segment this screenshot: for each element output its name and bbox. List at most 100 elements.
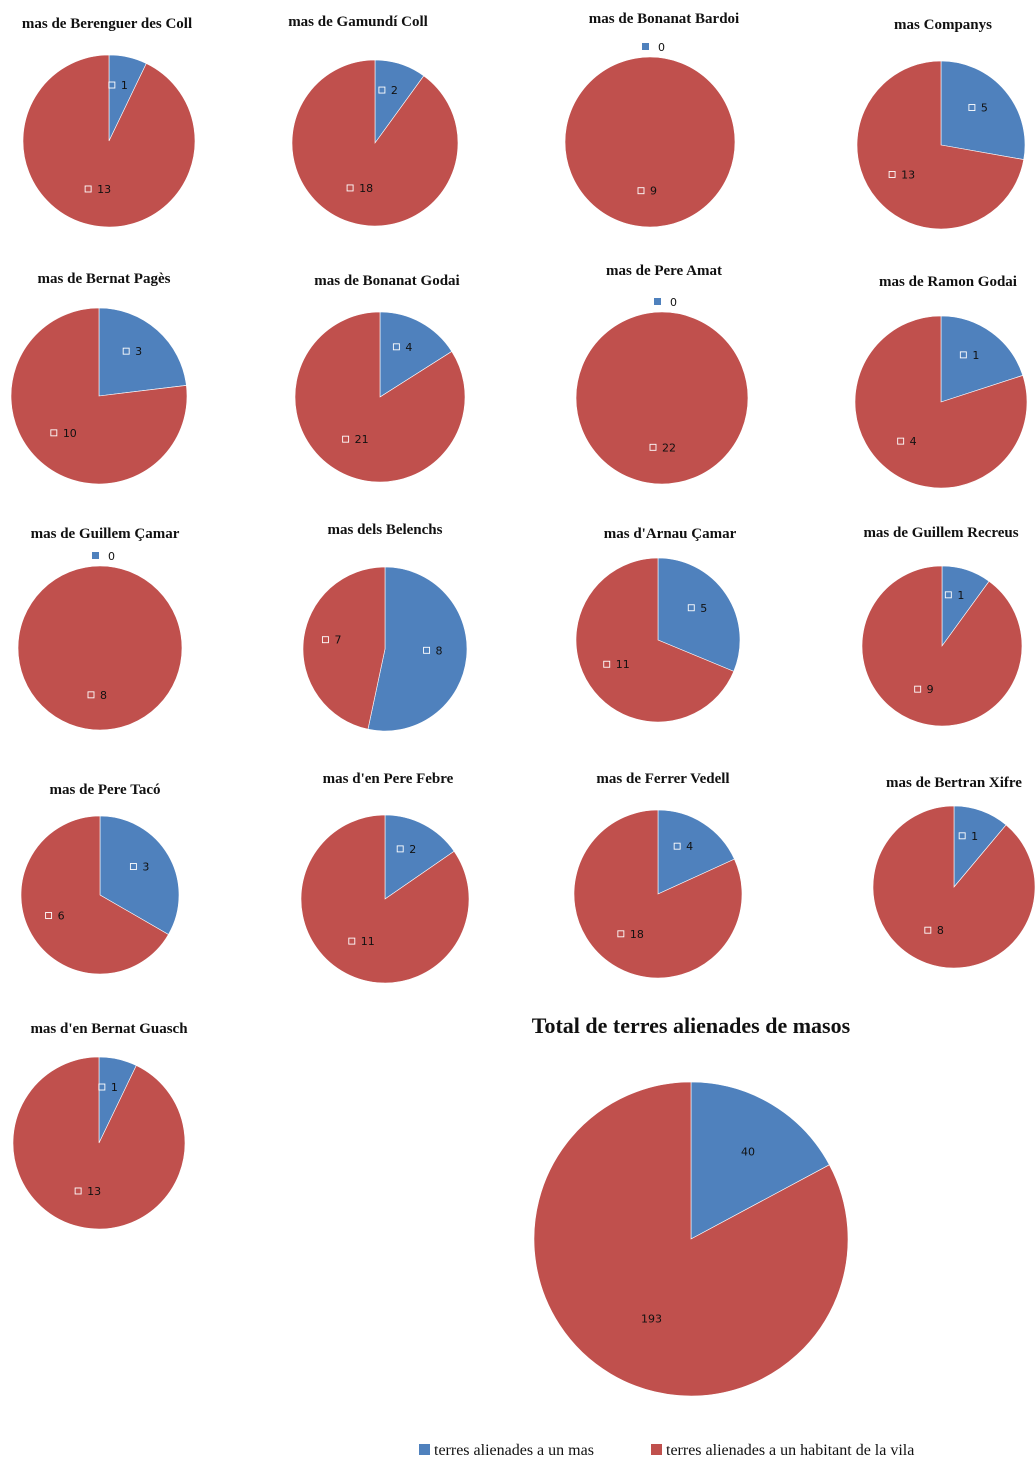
slice-vila (22, 54, 196, 228)
data-label-value: 5 (981, 102, 988, 115)
pie-chart-mas-companys: mas Companys 5 13 (856, 17, 1026, 230)
slice-vila (861, 565, 1023, 727)
label-marker (968, 104, 976, 111)
slice-mas (940, 60, 1026, 160)
slice-mas (657, 557, 741, 672)
data-label-mas: 4 (392, 341, 412, 354)
data-label-mas: 1 (958, 830, 978, 843)
data-label-vila: 8 (924, 924, 944, 937)
slice-mas (99, 815, 180, 935)
data-label-vila: 13 (888, 168, 915, 181)
data-label-value: 8 (436, 644, 443, 657)
pie-title: mas de Gamundí Coll (288, 14, 428, 30)
pie-chart-mas-d-arnau-camar: mas d'Arnau Çamar 5 11 (575, 526, 741, 723)
legend-label: terres alienades a un habitant de la vil… (666, 1442, 914, 1459)
label-marker (687, 604, 695, 612)
data-label-mas: 0 (654, 296, 677, 309)
label-marker (129, 863, 137, 870)
slice-vila (856, 60, 1025, 230)
pie-title: mas Companys (894, 17, 992, 33)
label-marker (914, 685, 922, 693)
label-marker (348, 937, 356, 945)
data-label-value: 9 (650, 185, 657, 198)
label-marker (98, 1083, 106, 1091)
slice-vila (533, 1081, 849, 1397)
label-marker (342, 435, 350, 443)
slice-vila (300, 814, 470, 984)
data-label-mas: 1 (944, 589, 964, 602)
pie-chart-mas-de-bertran-xifre: mas de Bertran Xifre 1 8 (872, 775, 1035, 969)
label-marker (958, 832, 966, 840)
pie-chart-mas-de-pere-amat: mas de Pere Amat 0 22 (575, 263, 749, 485)
label-marker (321, 636, 329, 644)
slice-vila (575, 311, 749, 485)
pie-title: mas de Ramon Godai (879, 274, 1017, 290)
data-label-value: 0 (658, 41, 665, 54)
slice-vila (10, 307, 188, 485)
data-label-vila: 22 (649, 441, 676, 454)
data-label-value: 7 (334, 634, 341, 647)
data-label-value: 1 (972, 349, 979, 362)
pie-title: mas de Bertran Xifre (886, 775, 1022, 791)
data-label-vila: 9 (914, 683, 934, 696)
slice-mas (367, 566, 468, 732)
data-label-vila: 10 (50, 427, 77, 440)
label-marker (92, 552, 99, 559)
data-label-value: 18 (630, 928, 644, 941)
data-label-mas: 2 (378, 84, 398, 97)
pie-chart-mas-de-bonanat-bardoi: mas de Bonanat Bardoi 0 9 (564, 11, 739, 228)
label-marker (924, 926, 932, 934)
label-marker (396, 845, 404, 853)
data-label-vila: 18 (617, 928, 644, 941)
pie-title: mas de Guillem Çamar (31, 526, 180, 542)
label-marker (392, 343, 400, 351)
data-label-vila: 21 (342, 433, 369, 446)
data-label-value: 1 (111, 1081, 118, 1094)
pie-chart-mas-de-ramon-godai: mas de Ramon Godai 1 4 (854, 274, 1028, 489)
label-marker (84, 185, 92, 193)
data-label-vila: 9 (637, 185, 657, 198)
legend-label: terres alienades a un mas (434, 1442, 594, 1459)
slice-mas (384, 814, 455, 900)
data-label-vila: 7 (321, 634, 341, 647)
legend-swatch (419, 1444, 430, 1455)
pie-title: mas de Pere Tacó (50, 782, 161, 798)
label-marker (649, 443, 657, 451)
legend-item-vila: terres alienades a un habitant de la vil… (651, 1442, 914, 1459)
data-label-value: 2 (409, 843, 416, 856)
label-marker (346, 184, 354, 192)
data-label-mas: 3 (122, 345, 142, 358)
pie-title: Total de terres alienades de masos (532, 1013, 851, 1038)
data-label-value: 10 (63, 427, 77, 440)
slice-vila (291, 59, 459, 227)
data-label-value: 13 (901, 168, 915, 181)
data-label-mas: 1 (98, 1081, 118, 1094)
slice-vila (302, 566, 386, 730)
legend-item-mas: terres alienades a un mas (419, 1442, 594, 1459)
slice-vila (12, 1056, 186, 1230)
data-label-value: 1 (957, 589, 964, 602)
data-label-vila: 11 (603, 658, 630, 671)
pie-title: mas d'Arnau Çamar (604, 526, 737, 542)
label-marker (87, 691, 95, 699)
slice-mas (940, 315, 1024, 403)
data-label-value: 1 (121, 79, 128, 92)
label-marker (45, 912, 53, 919)
data-label-value: 8 (937, 924, 944, 937)
pie-chart-mas-dels-belenchs: mas dels Belenchs 8 7 (302, 522, 468, 732)
pie-title: mas de Berenguer des Coll (22, 16, 192, 32)
slice-mas (379, 311, 453, 398)
pie-chart-mas-de-guillem-camar: mas de Guillem Çamar 0 8 (17, 526, 183, 731)
data-label-mas: 4 (673, 840, 693, 853)
data-label-value: 0 (108, 550, 115, 563)
data-label-mas: 0 (642, 41, 665, 54)
data-label-value: 2 (391, 84, 398, 97)
slice-mas (98, 307, 187, 397)
data-label-vila: 13 (84, 183, 111, 196)
slice-vila (575, 557, 735, 723)
pie-title: mas de Guillem Recreus (863, 525, 1018, 541)
data-label-vila: 18 (346, 182, 373, 195)
label-marker (897, 437, 905, 445)
legend: terres alienades a un mas terres alienade… (419, 1442, 914, 1459)
